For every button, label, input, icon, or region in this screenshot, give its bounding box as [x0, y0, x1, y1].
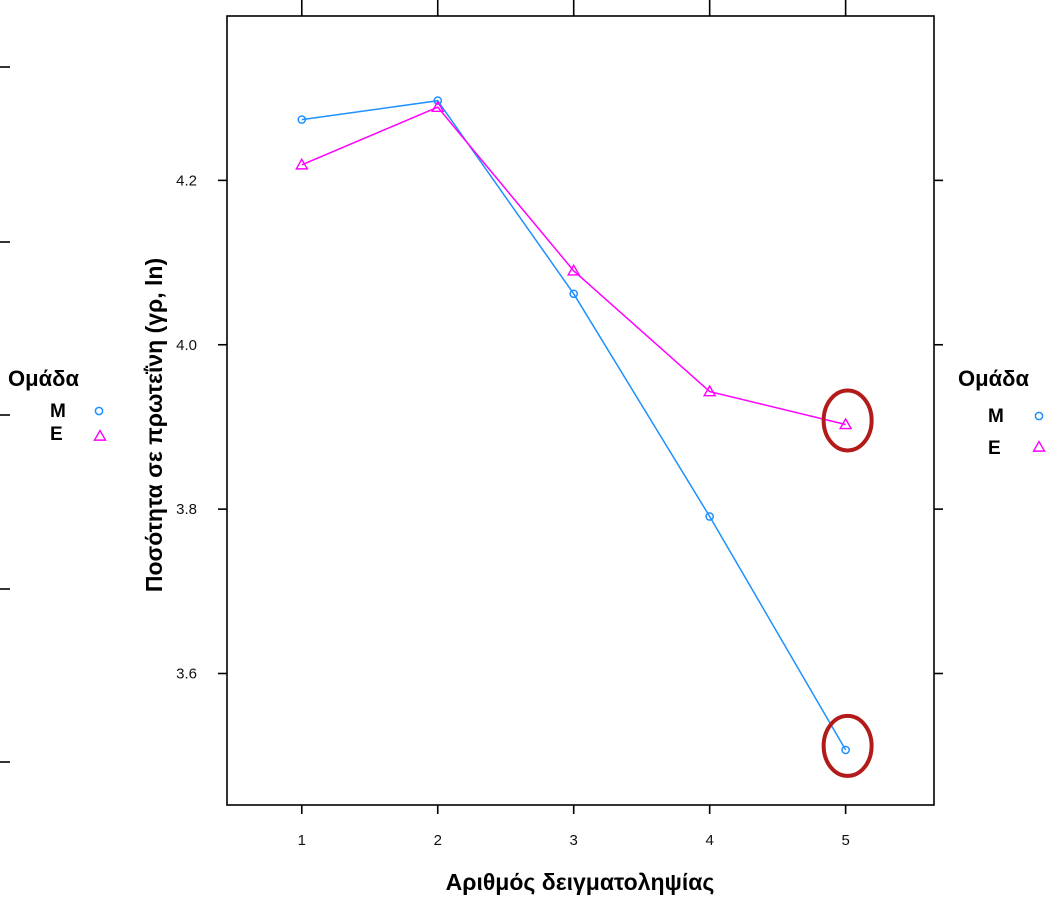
- y-tick-label-3.8: 3.8: [176, 501, 197, 518]
- x-axis-title: Αριθμός δειγματοληψίας: [446, 869, 715, 895]
- left-cropped-axis: [0, 66, 10, 763]
- series-line-Μ: [301, 99, 847, 751]
- series-Μ-point-3: [569, 289, 579, 299]
- x-tick-label-2: 2: [434, 832, 442, 849]
- series-Ε-point-4: [702, 384, 717, 397]
- series-Ε-point-2: [431, 100, 445, 113]
- legend-right-title: Ομάδα: [958, 366, 1029, 391]
- series-Ε-point-1: [295, 157, 309, 170]
- legend-left-label-e: Ε: [50, 424, 63, 445]
- y-axis-title: Ποσότητα σε πρωτεΐνη (γρ, ln): [141, 258, 167, 592]
- series-Μ-point-5: [841, 745, 850, 755]
- series-Μ-point-4: [705, 512, 715, 521]
- x-tick-label-1: 1: [298, 832, 306, 849]
- y-tick-label-4.2: 4.2: [176, 172, 197, 189]
- legend-right-label-m: Μ: [988, 406, 1004, 427]
- legend-left: Ομάδα Μ Ε: [8, 366, 107, 445]
- x-tick-label-3: 3: [570, 832, 578, 849]
- axis-layer: 1 2 3 4 5 3.6 3.8 4.0 4.2: [176, 0, 943, 849]
- plot-frame: [226, 15, 935, 806]
- legend-right-marker-Μ: [1034, 411, 1044, 421]
- legend-left-label-m: Μ: [50, 401, 66, 422]
- x-tick-label-4: 4: [705, 832, 713, 849]
- legend-right-marker-Ε: [1032, 440, 1046, 452]
- series-layer: [295, 96, 853, 755]
- series-Μ-point-1: [297, 115, 307, 124]
- highlight-ellipse-2: [821, 713, 874, 778]
- highlight-ellipse-1: [821, 388, 874, 453]
- y-tick-label-4.0: 4.0: [176, 337, 197, 354]
- y-tick-label-3.6: 3.6: [176, 666, 197, 683]
- legend-left-marker-Μ: [94, 406, 104, 416]
- legend-left-marker-Ε: [93, 429, 107, 441]
- series-Ε-point-5: [838, 417, 853, 430]
- legend-left-title: Ομάδα: [8, 366, 79, 391]
- x-tick-label-5: 5: [841, 832, 849, 849]
- series-line-Ε: [301, 106, 846, 426]
- annotation-layer: [821, 388, 874, 778]
- legend-right: Ομάδα Μ Ε: [958, 366, 1046, 459]
- series-Ε-point-3: [566, 263, 581, 276]
- series-Μ-point-2: [433, 96, 443, 106]
- legend-right-label-e: Ε: [988, 438, 1001, 459]
- plot-area: [226, 15, 935, 806]
